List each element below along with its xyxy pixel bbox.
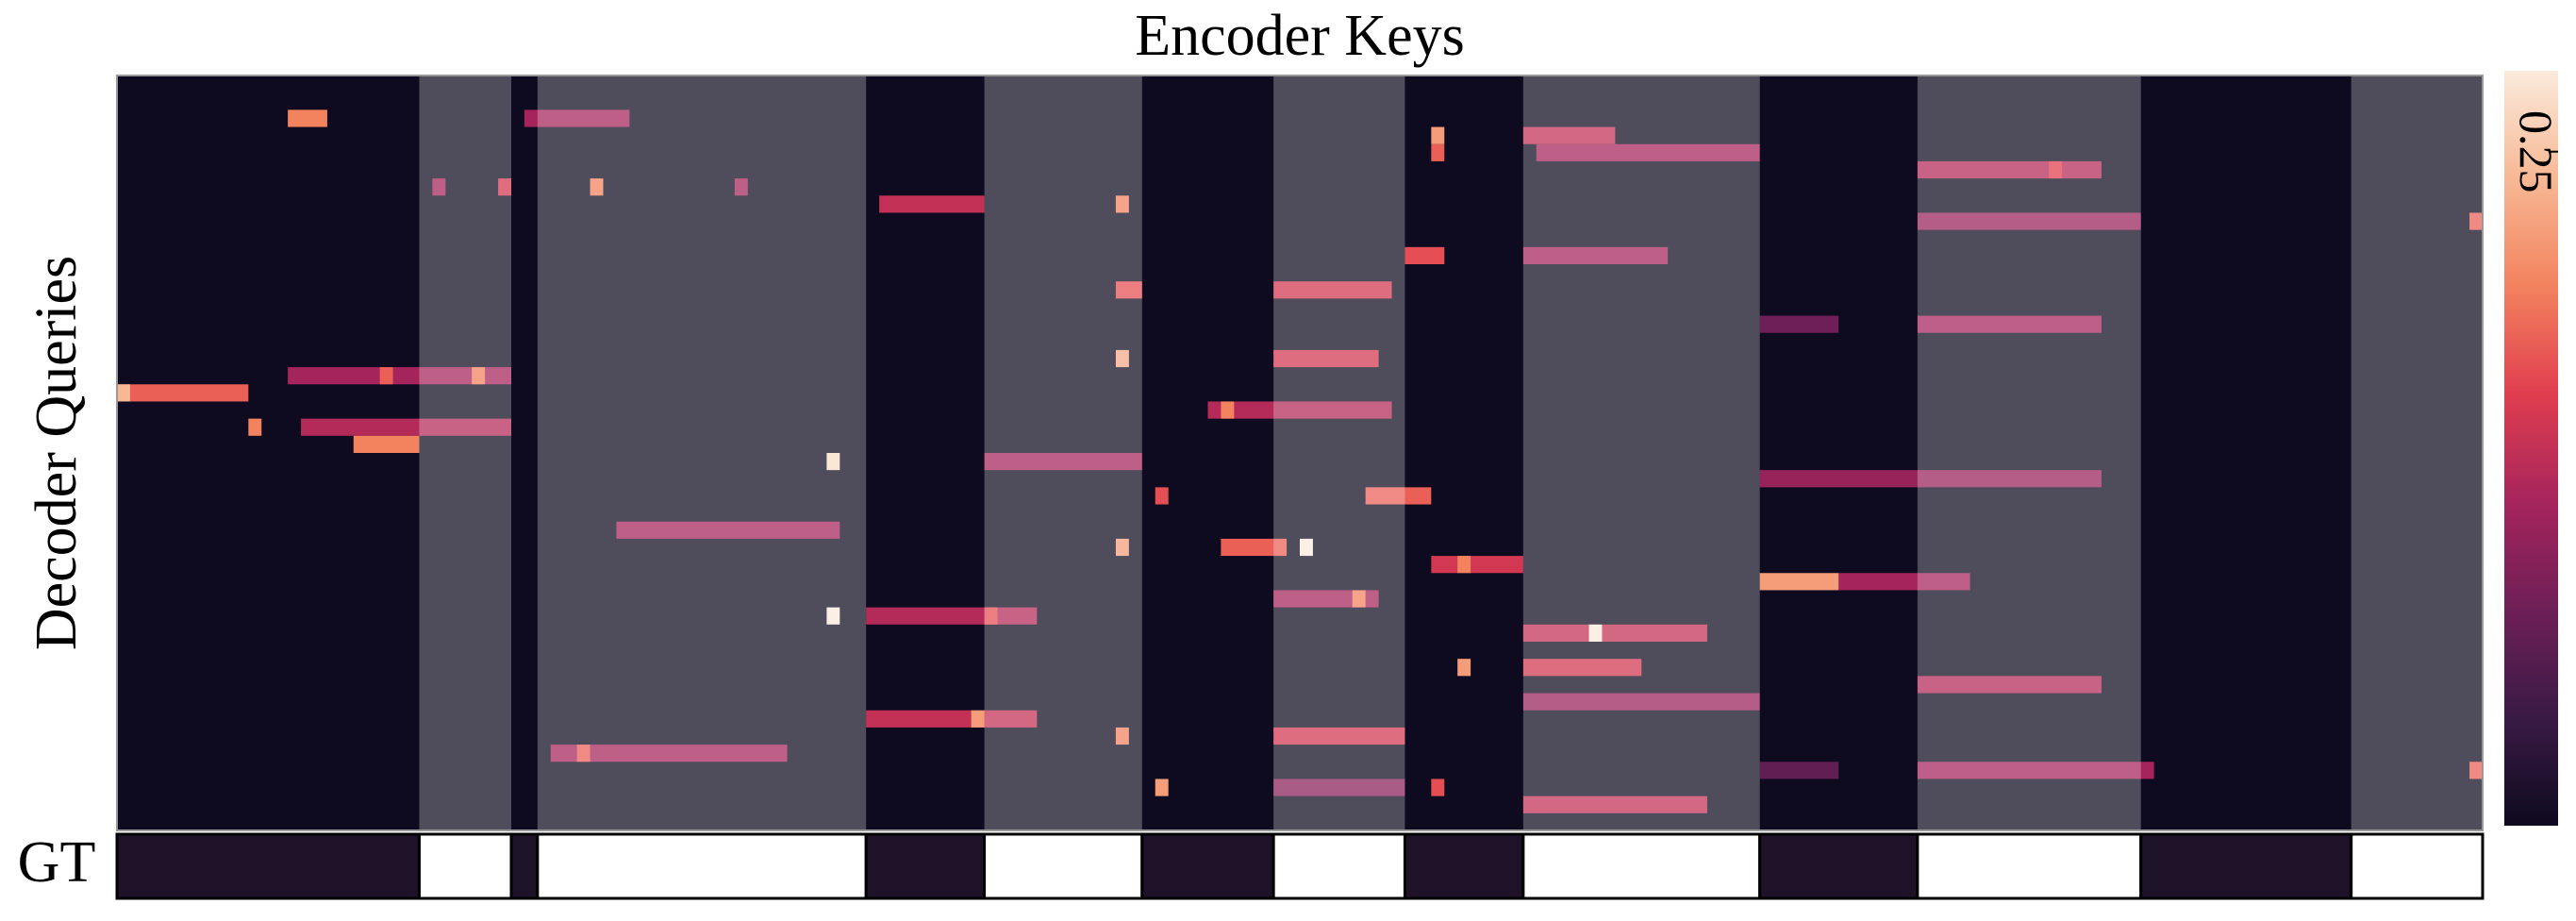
heatmap-cell (1273, 779, 1405, 796)
heatmap-cell (498, 178, 511, 196)
heatmap-cell (984, 453, 1142, 471)
gt-segment (1916, 832, 2143, 900)
gt-segment (1403, 832, 1525, 900)
heatmap-cell (1522, 624, 1707, 642)
gt-overlay (419, 75, 511, 830)
heatmap-cell (1759, 470, 2102, 488)
heatmap-cell (301, 418, 511, 436)
heatmap-cell (1588, 624, 1603, 642)
heatmap-cell (2049, 160, 2063, 179)
heatmap-cell (1352, 590, 1366, 608)
heatmap-cell (1115, 195, 1129, 213)
gt-overlay (1917, 75, 2141, 830)
heatmap-cell (1431, 126, 1445, 144)
heatmap-cell (1522, 659, 1642, 677)
gt-segment (1140, 832, 1275, 900)
gt-segment (115, 832, 421, 900)
gt-segment (1758, 832, 1920, 900)
heatmap-cell (984, 607, 998, 625)
heatmap-cell (1115, 538, 1129, 557)
heatmap-cell (826, 453, 840, 471)
heatmap-cell (1457, 659, 1471, 677)
heatmap-cell (1759, 762, 1839, 779)
heatmap-cell (1522, 126, 1616, 144)
heatmap-cell (576, 745, 590, 762)
heatmap-cell (616, 521, 840, 539)
gt-overlay (1522, 75, 1760, 830)
gt-segment (1521, 832, 1762, 900)
heatmap-cell (866, 710, 1038, 728)
heatmap-cell (590, 178, 604, 196)
gt-segment (2139, 832, 2353, 900)
heatmap-cell (1759, 315, 1839, 333)
heatmap-cell (1207, 401, 1392, 419)
gt-segment (417, 832, 513, 900)
heatmap-cell (1917, 676, 2102, 694)
heatmap-cell (1115, 349, 1129, 368)
heatmap-cell (1404, 246, 1445, 264)
heatmap-cell (432, 178, 446, 196)
gt-segment (983, 832, 1144, 900)
heatmap-cell (1522, 693, 1760, 711)
heatmap-cell (1838, 573, 1970, 591)
gt-segment (1271, 832, 1406, 900)
heatmap-cell (1536, 143, 1760, 161)
heatmap-cell (288, 109, 327, 127)
heatmap-cell (1221, 401, 1235, 419)
gt-segment (2350, 832, 2485, 900)
heatmap-cell (1115, 727, 1129, 745)
heatmap-cell (1522, 795, 1707, 813)
heatmap-cell (379, 367, 393, 385)
heatmap-cell (1917, 212, 2141, 230)
heatmap-cell (1273, 281, 1392, 299)
gt-overlay (537, 75, 867, 830)
heatmap-cell (1365, 487, 1432, 505)
heatmap-cell (879, 195, 985, 213)
heatmap-cell (1917, 315, 2102, 333)
heatmap-cell (2469, 762, 2483, 779)
gt-label: GT (18, 830, 96, 895)
heatmap-cell (2469, 212, 2483, 230)
heatmap-cell (1155, 487, 1169, 505)
gt-overlay (984, 75, 1142, 830)
colorbar (2504, 71, 2558, 826)
heatmap-cell (1115, 281, 1142, 299)
heatmap-cell (117, 384, 249, 402)
heatmap-background (117, 75, 2483, 830)
heatmap-cell (1431, 556, 1523, 574)
heatmap-cell (1221, 538, 1288, 557)
heatmap-cell (117, 384, 130, 402)
heatmap-cell (550, 745, 788, 762)
heatmap-cell (1431, 143, 1445, 161)
heatmap-cell (1759, 573, 1839, 591)
heatmap-cell (1300, 538, 1313, 557)
heatmap-cell (1457, 556, 1471, 574)
heatmap-cell (1155, 779, 1169, 796)
gt-segment (536, 832, 868, 900)
heatmap-cell (1917, 762, 2154, 779)
gt-segment (864, 832, 987, 900)
heatmap-cell (1273, 727, 1405, 745)
gt-segment (509, 832, 540, 900)
colorbar-tick-label: 0.25 (2510, 110, 2563, 193)
heatmap-cell (353, 435, 420, 453)
y-axis-label: Decoder Queries (25, 256, 89, 650)
heatmap-cell (472, 367, 486, 385)
heatmap-cell (248, 418, 262, 436)
heatmap-cell (826, 607, 840, 625)
heatmap-cell (288, 367, 511, 385)
heatmap-cell (1273, 349, 1379, 368)
gt-overlay (2351, 75, 2483, 830)
heatmap-frame (116, 75, 2484, 831)
heatmap-cell (734, 178, 748, 196)
heatmap-cell (524, 109, 630, 127)
chart-title: Encoder Keys (1135, 4, 1464, 68)
gt-overlay (1273, 75, 1405, 830)
heatmap-cell (1431, 779, 1445, 796)
heatmap-cell (1522, 246, 1669, 264)
heatmap-cell (971, 710, 985, 728)
